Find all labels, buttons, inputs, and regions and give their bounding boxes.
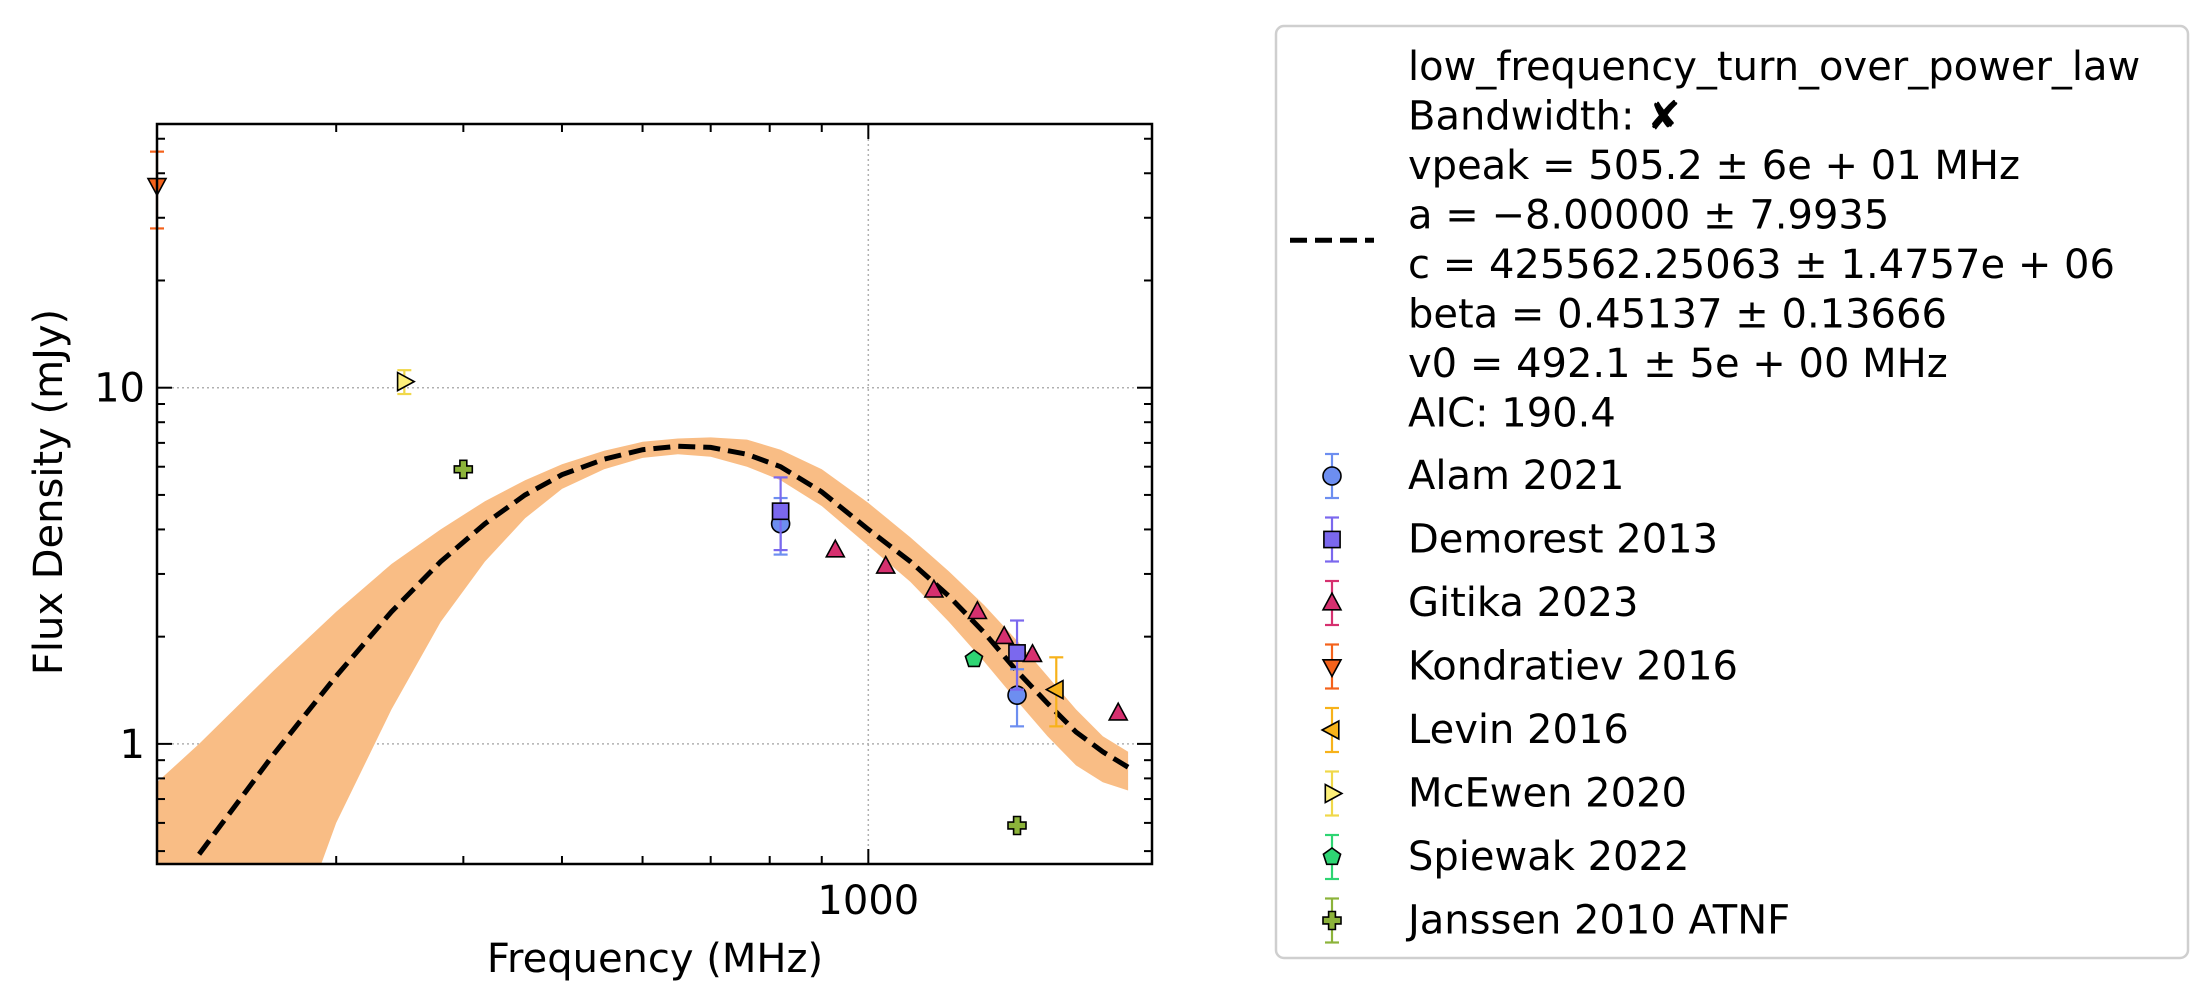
legend-label: Demorest 2013 [1408, 517, 1718, 563]
legend-item: Kondratiev 2016 [1321, 643, 1738, 690]
data-point [964, 649, 984, 668]
series-spiewak-2022 [964, 649, 984, 668]
data-point [771, 502, 790, 521]
legend-label: vpeak = 505.2 ± 6e + 01 MHz [1408, 143, 2020, 189]
legend-label: Kondratiev 2016 [1408, 644, 1738, 690]
data-point [453, 459, 474, 480]
legend-label: Spiewak 2022 [1408, 834, 1689, 880]
series-levin-2016 [1044, 656, 1064, 728]
legend-item: Alam 2021 [1322, 452, 1624, 500]
legend-box [1274, 24, 2190, 960]
data-point [1007, 815, 1027, 836]
data-point [993, 625, 1015, 645]
data-point [824, 538, 846, 558]
legend: low_frequency_turn_over_power_lawBandwid… [1274, 24, 2190, 960]
legend-marker-icon [1321, 591, 1343, 611]
legend-label: c = 425562.25063 ± 1.4757e + 06 [1408, 242, 2115, 288]
legend-marker-icon [1322, 847, 1342, 866]
y-tick-label: 10 [94, 366, 145, 412]
legend-item: Levin 2016 [1320, 706, 1629, 754]
legend-marker-icon [1320, 719, 1340, 741]
data-point [1008, 644, 1026, 662]
legend-item: McEwen 2020 [1324, 770, 1687, 817]
data-point [1022, 643, 1043, 663]
legend-label: v0 = 492.1 ± 5e + 00 MHz [1408, 341, 1948, 387]
data-point [875, 554, 897, 574]
legend-item: Janssen 2010 ATNF [1322, 897, 1790, 944]
legend-label: AIC: 190.4 [1408, 391, 1616, 437]
legend-item: Spiewak 2022 [1322, 833, 1689, 881]
legend-label: Bandwidth: ✘ [1408, 94, 1681, 140]
series-demorest-2013 [771, 476, 1026, 691]
legend-item: Gitika 2023 [1321, 579, 1638, 627]
plot-area: 1000 1 10 [94, 122, 1154, 924]
legend-label: a = −8.00000 ± 7.9935 [1408, 193, 1889, 239]
y-tick-label: 1 [120, 722, 145, 768]
legend-label: Gitika 2023 [1408, 580, 1638, 626]
legend-item-fit: low_frequency_turn_over_power_lawBandwid… [1290, 44, 2140, 437]
legend-marker-icon [1322, 466, 1342, 486]
legend-label: Janssen 2010 ATNF [1405, 898, 1790, 944]
legend-marker-icon [1324, 783, 1344, 804]
legend-label: low_frequency_turn_over_power_law [1408, 44, 2140, 90]
legend-label: Alam 2021 [1408, 453, 1624, 499]
legend-label: Levin 2016 [1408, 707, 1629, 753]
legend-label: McEwen 2020 [1408, 771, 1687, 817]
data-point [967, 600, 988, 620]
data-point [396, 371, 416, 392]
legend-label: beta = 0.45137 ± 0.13666 [1408, 292, 1947, 338]
legend-marker-icon [1321, 658, 1343, 679]
data-point [1107, 701, 1129, 721]
fit-uncertainty-band [157, 437, 1129, 864]
plot-content [157, 437, 1130, 864]
series-mcewen-2020 [396, 369, 416, 396]
fit-curve [197, 443, 1130, 856]
data-point [1044, 679, 1064, 700]
data-point [923, 578, 945, 598]
legend-marker-icon [1322, 910, 1342, 931]
x-tick-label: 1000 [817, 878, 919, 924]
y-axis-label: Flux Density (mJy) [26, 309, 72, 675]
series-janssen-2010-atnf [453, 459, 1027, 836]
x-axis-label: Frequency (MHz) [487, 936, 823, 982]
legend-marker-icon [1323, 530, 1341, 549]
series-gitika-2023 [824, 538, 1129, 721]
legend-item: Demorest 2013 [1323, 516, 1718, 563]
